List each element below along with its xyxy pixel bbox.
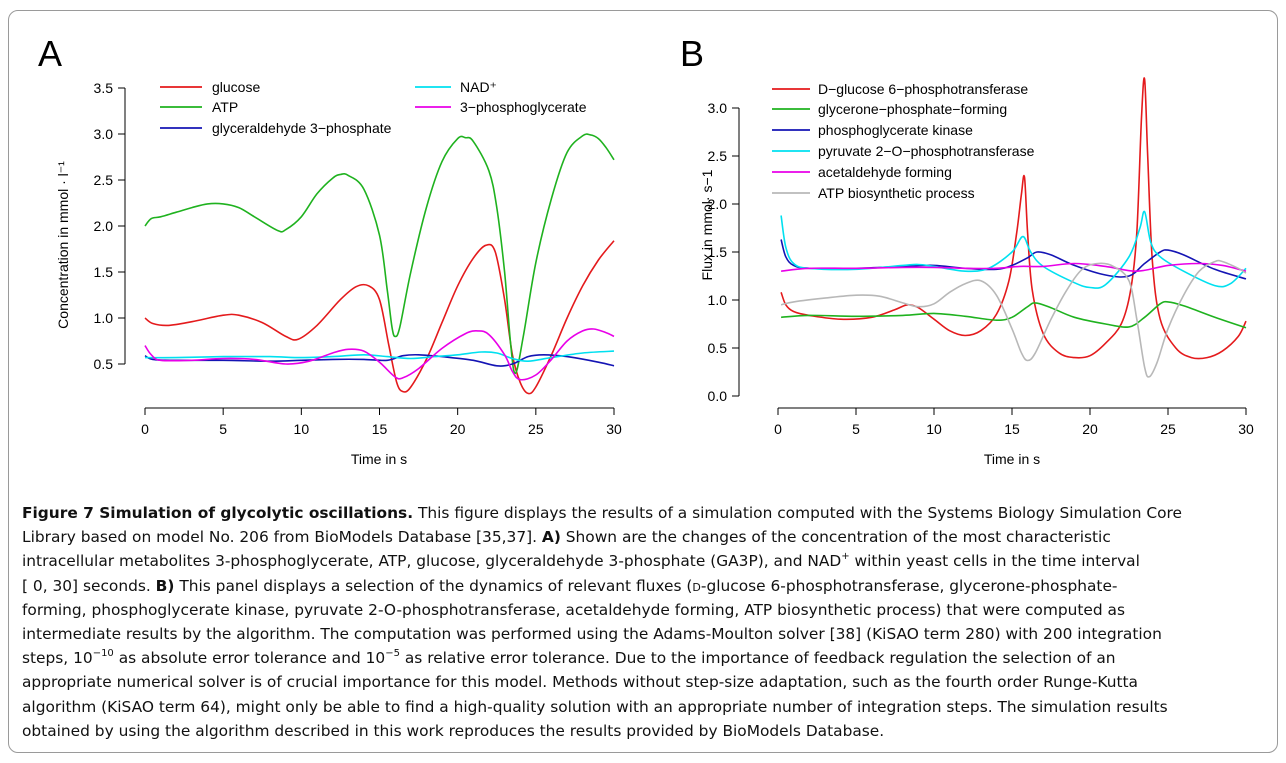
y-tick-label: 0.5	[94, 356, 114, 372]
x-axis: 0 5 10 15 20 25 30 Time in s	[774, 407, 1254, 467]
x-tick-label: 30	[1238, 421, 1254, 437]
y-axis: 0.5 1.0 1.5 2.0 2.5 3.0 3.5 Concentration in mm…	[55, 80, 126, 372]
caption-line-2: Library based on model No. 206 from BioM…	[22, 528, 1111, 547]
series-line-4	[144, 350, 615, 363]
x-tick-label: 20	[1082, 421, 1098, 437]
y-tick-label: 2.0	[708, 196, 728, 212]
caption-line-5: forming, phosphoglycerate kinase, pyruva…	[22, 600, 1125, 619]
y-tick-label: 0.5	[708, 340, 728, 356]
legend: glucose ATP glyceraldehyde 3−phosphate NAD⁺…	[160, 79, 587, 136]
x-tick-label: 25	[528, 421, 544, 437]
legend-label: glycerone−phosphate−forming	[818, 101, 1007, 117]
y-tick-label: 0.0	[708, 388, 728, 404]
y-axis: 0.0 0.5 1.0 1.5 2.0 2.5 3.0 Flux in mmol· s−1	[699, 100, 740, 404]
series-line-5	[781, 262, 1247, 273]
series-line-1	[144, 240, 615, 395]
y-tick-label: 3.0	[94, 126, 114, 142]
legend: D−glucose 6−phosphotransferase glycerone−…	[772, 81, 1035, 201]
caption-line-6: intermediate results by the algorithm. T…	[22, 625, 1162, 644]
panel-label: A	[38, 33, 62, 74]
x-tick-label: 25	[1160, 421, 1176, 437]
y-tick-label: 1.0	[708, 292, 728, 308]
x-axis-title: Time in s	[351, 451, 407, 467]
x-tick-label: 5	[852, 421, 860, 437]
y-tick-label: 1.0	[94, 310, 114, 326]
y-tick-label: 1.5	[94, 264, 114, 280]
x-tick-label: 10	[294, 421, 310, 437]
series-line-4	[780, 210, 1247, 289]
x-tick-label: 20	[450, 421, 466, 437]
x-tick-label: 0	[774, 421, 782, 437]
chart-panel-a: A 0 5 10 15 20 25 30 Time in s 0.5 1.0 1.5 2.0 2.5 3.0…	[38, 33, 622, 467]
legend-label: NAD⁺	[460, 79, 497, 95]
panel-label: B	[680, 33, 704, 74]
legend-label: glucose	[212, 79, 260, 95]
y-tick-label: 2.0	[94, 218, 114, 234]
series-line-2	[144, 133, 615, 375]
caption-line-3: intracellular metabolites 3-phosphoglyce…	[22, 551, 1140, 571]
x-tick-label: 15	[372, 421, 388, 437]
caption-line-8: appropriate numerical solver is of cruci…	[22, 673, 1138, 692]
caption-title: Figure 7 Simulation of glycolytic oscill…	[22, 504, 414, 522]
x-tick-label: 30	[606, 421, 622, 437]
legend-label: acetaldehyde forming	[818, 164, 952, 180]
x-tick-label: 0	[141, 421, 149, 437]
series-line-1	[780, 77, 1247, 360]
legend-label: 3−phosphoglycerate	[460, 99, 587, 115]
caption-line-7: steps, 10−10 as absolute error tolerance…	[22, 648, 1116, 668]
x-tick-label: 10	[926, 421, 942, 437]
caption-line-10: obtained by using the algorithm describe…	[22, 721, 885, 740]
caption-line-1: Figure 7 Simulation of glycolytic oscill…	[22, 504, 1182, 522]
x-tick-label: 15	[1004, 421, 1020, 437]
figure-frame	[8, 10, 1278, 753]
y-tick-label: 3.0	[708, 100, 728, 116]
series-line-5	[144, 328, 615, 381]
y-axis-title: Concentration in mmol · l⁻¹	[55, 161, 71, 329]
x-tick-label: 5	[219, 421, 227, 437]
y-tick-label: 3.5	[94, 80, 114, 96]
y-axis-title: Flux in mmol· s−1	[699, 169, 715, 280]
y-tick-label: 1.5	[708, 244, 728, 260]
legend-label: D−glucose 6−phosphotransferase	[818, 81, 1028, 97]
x-axis-title: Time in s	[984, 451, 1040, 467]
y-tick-label: 2.5	[94, 172, 114, 188]
caption-line-9: algorithm (KiSAO term 64), might only be…	[22, 697, 1168, 716]
series-line-2	[781, 300, 1247, 329]
legend-label: pyruvate 2−O−phosphotransferase	[818, 143, 1035, 159]
caption-line-4: [ 0, 30] seconds. B) This panel displays…	[22, 576, 1118, 595]
charts-canvas: A 0 5 10 15 20 25 30 Time in s 0.5 1.0 1.5 2.0 2.5 3.0…	[38, 33, 1254, 467]
legend-label: ATP biosynthetic process	[818, 185, 975, 201]
legend-label: glyceraldehyde 3−phosphate	[212, 120, 392, 136]
x-axis: 0 5 10 15 20 25 30 Time in s	[141, 407, 622, 467]
y-tick-label: 2.5	[708, 148, 728, 164]
legend-label: ATP	[212, 99, 238, 115]
figure-caption: Figure 7 Simulation of glycolytic oscill…	[22, 501, 1272, 743]
series-line-3	[144, 353, 615, 367]
chart-panel-b: B 0 5 10 15 20 25 30 Time in s 0.0 0.5 1.0 1.5 2.0 2.5…	[680, 33, 1254, 467]
series-line-6	[780, 259, 1247, 378]
legend-label: phosphoglycerate kinase	[818, 122, 973, 138]
